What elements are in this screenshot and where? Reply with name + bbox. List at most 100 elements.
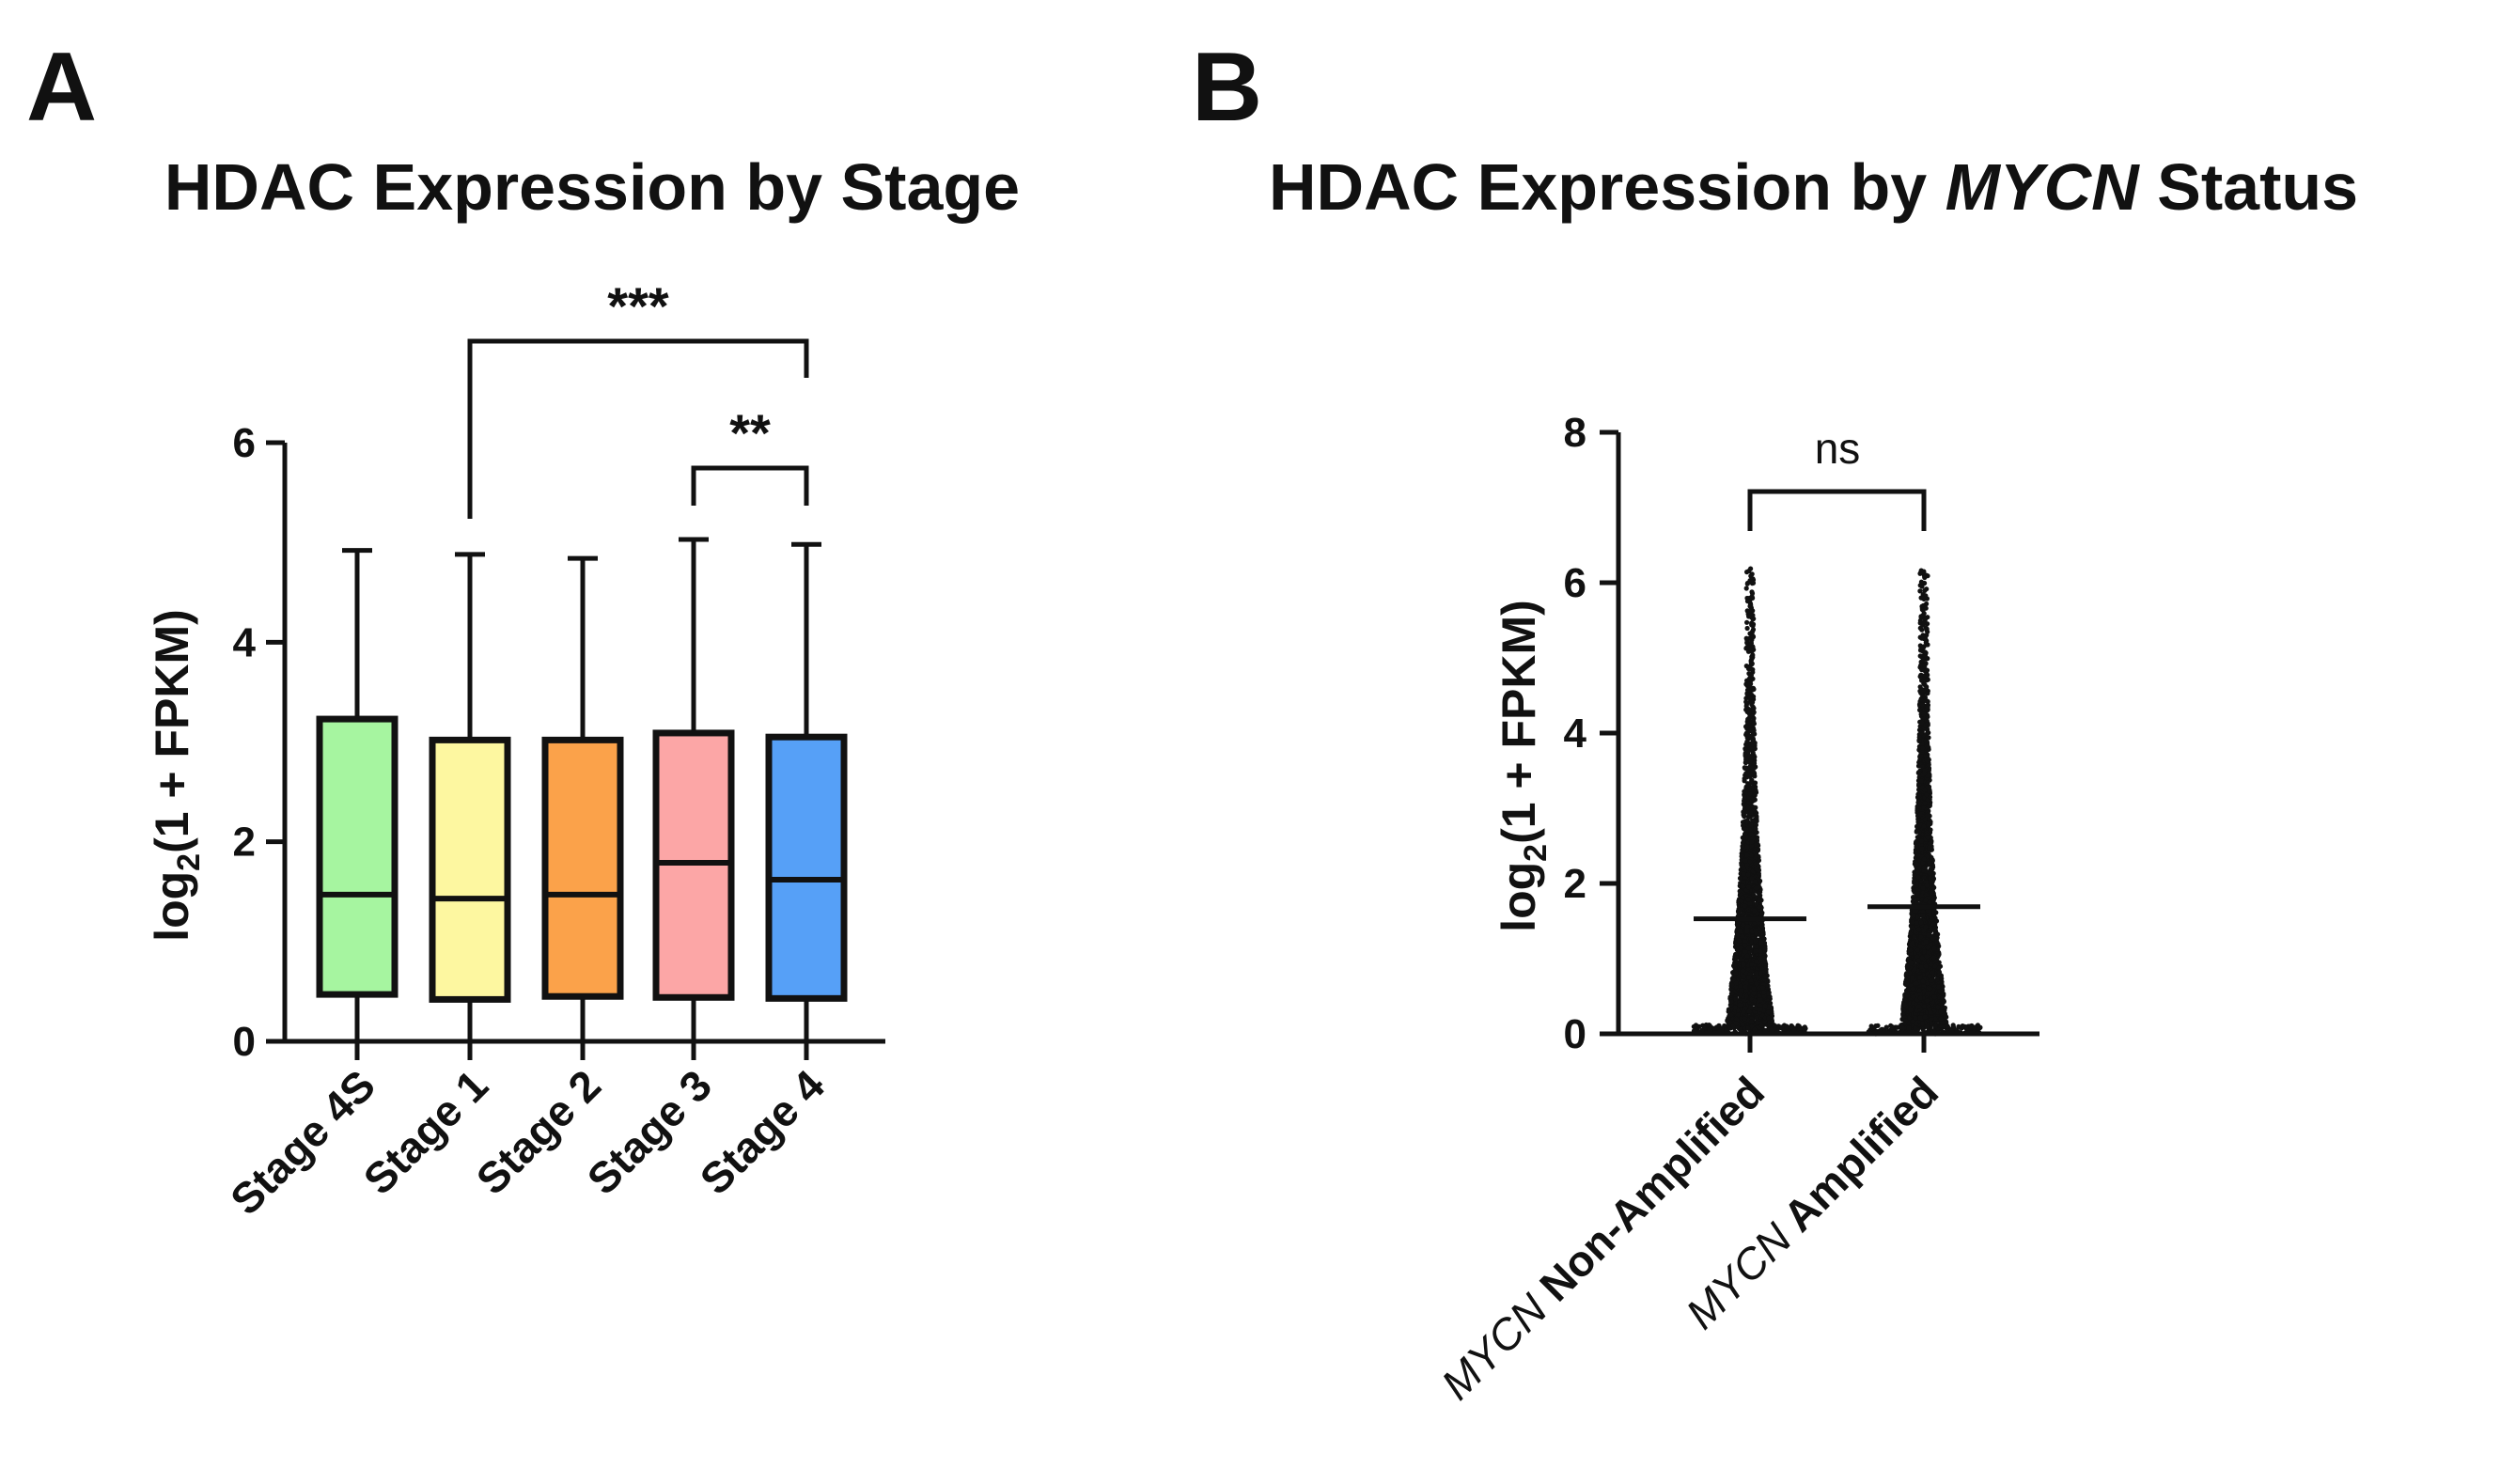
panel-b-point: [1742, 765, 1748, 772]
panel-b-point: [1743, 699, 1749, 705]
panel-b-point: [1740, 862, 1745, 867]
panel-b-point: [1753, 842, 1758, 849]
panel-b-series-points: [1691, 566, 1808, 1037]
panel-b-point: [1745, 734, 1751, 740]
panel-b-point: [1753, 938, 1758, 944]
panel-b-point: [1744, 924, 1750, 929]
panel-b-point: [1748, 852, 1754, 858]
panel-a-category-label: Stage 2: [467, 1060, 610, 1203]
panel-b-point: [1754, 970, 1759, 976]
panel-b-point: [1741, 809, 1746, 815]
panel-b-point: [1759, 985, 1766, 991]
panel-b-point: [1752, 780, 1758, 786]
panel-b-point: [1750, 617, 1756, 622]
panel-b-point: [1925, 691, 1930, 696]
panel-b-point: [1924, 667, 1930, 673]
panel-b-point: [1748, 1005, 1754, 1010]
panel-b-point: [1742, 752, 1748, 758]
panel-b-point: [1732, 962, 1738, 968]
panel-b-point: [1909, 925, 1914, 930]
panel-b-point: [1748, 673, 1754, 679]
panel-b-point: [1749, 843, 1755, 849]
panel-b-point: [1878, 1027, 1883, 1033]
panel-b-point: [1740, 895, 1745, 900]
panel-b-point: [1929, 889, 1934, 896]
panel-b-point: [1735, 1012, 1741, 1018]
panel-b-point: [1902, 993, 1908, 999]
panel-b-point: [1742, 903, 1748, 909]
panel-b-point: [1733, 970, 1739, 976]
panel-b-point: [1758, 1023, 1764, 1028]
panel-b-point: [1751, 892, 1757, 898]
panel-b-point: [1901, 997, 1908, 1003]
panel-a-y-tick-label: 0: [233, 1019, 256, 1065]
panel-b-series-points: [1866, 568, 1983, 1037]
panel-b-point: [1739, 853, 1744, 859]
panel-b-point: [1743, 586, 1749, 591]
panel-b-point: [1747, 695, 1753, 701]
panel-b-y-tick-label: 2: [1564, 861, 1586, 907]
panel-a-box: [541, 736, 624, 1000]
panel-b-point: [1750, 595, 1756, 601]
panel-b-y-label-sub: 2: [1518, 844, 1554, 862]
panel-b-point: [1754, 852, 1759, 858]
panel-b-point: [1749, 939, 1755, 945]
panel-b-point: [1741, 822, 1746, 829]
panel-b-point: [1707, 1026, 1712, 1032]
panel-b-point: [1728, 999, 1734, 1005]
panel-b-point: [1751, 760, 1758, 766]
panel-b-point: [1758, 997, 1763, 1003]
panel-b-point: [1741, 968, 1746, 974]
panel-b-point: [1914, 897, 1920, 902]
panel-b-point: [1748, 1019, 1755, 1024]
panel-b-point: [1751, 686, 1757, 693]
panel-b-point: [1746, 614, 1752, 619]
panel-b-points: [1691, 566, 1983, 1037]
panel-b-point: [1748, 810, 1754, 816]
panel-b-point: [1916, 829, 1922, 836]
panel-b-point: [1733, 980, 1739, 986]
panel-b-point: [1751, 721, 1757, 726]
panel-b-point: [1749, 648, 1755, 654]
panel-b-point: [1922, 587, 1928, 594]
panel-b-point: [1732, 1005, 1738, 1010]
panel-a-y-tick-label: 4: [233, 619, 257, 665]
panel-b-point: [1738, 983, 1743, 989]
panel-b-point: [1914, 861, 1920, 867]
panel-b-point: [1919, 584, 1925, 589]
panel-b-point: [1740, 922, 1746, 928]
panel-a-sig-stage3-stage4: **: [729, 403, 771, 462]
panel-b-point: [1734, 955, 1740, 961]
panel-b-point: [1753, 826, 1758, 832]
panel-b-point: [1921, 711, 1927, 717]
panel-a-x-ticks: [354, 1041, 809, 1060]
panel-b-point: [1741, 1009, 1746, 1015]
panel-b-point: [1737, 929, 1742, 934]
panel-b-y-tick-label: 4: [1564, 711, 1587, 757]
panel-b-point: [1739, 857, 1744, 863]
panel-b-title: HDAC Expression by MYCN Status: [1269, 150, 2358, 224]
panel-b-point: [1737, 1002, 1742, 1008]
panel-b-point: [1745, 804, 1751, 811]
panel-b-point: [1707, 1023, 1712, 1028]
panel-b-point: [1741, 871, 1747, 877]
panel-b-point: [1919, 720, 1925, 726]
panel-b-point: [1740, 843, 1745, 850]
panel-b-point: [1743, 724, 1749, 729]
panel-b-point: [1923, 650, 1929, 656]
panel-b-point: [1742, 794, 1747, 800]
panel-b-point: [1748, 758, 1754, 764]
panel-b-point: [1975, 1023, 1980, 1028]
panel-b-point: [1746, 711, 1752, 716]
panel-b-point: [1742, 1016, 1748, 1022]
panel-b-point: [1784, 1024, 1789, 1030]
panel-b-point: [1922, 574, 1928, 581]
panel-b-point: [1739, 987, 1744, 992]
panel-b-point: [1936, 969, 1943, 976]
panel-b-point: [1745, 1025, 1751, 1031]
panel-b-point: [1919, 667, 1925, 673]
panel-a-sig-stage1-stage4: ***: [607, 276, 669, 336]
panel-b-point: [1744, 625, 1750, 632]
panel-b-point: [1752, 908, 1758, 914]
